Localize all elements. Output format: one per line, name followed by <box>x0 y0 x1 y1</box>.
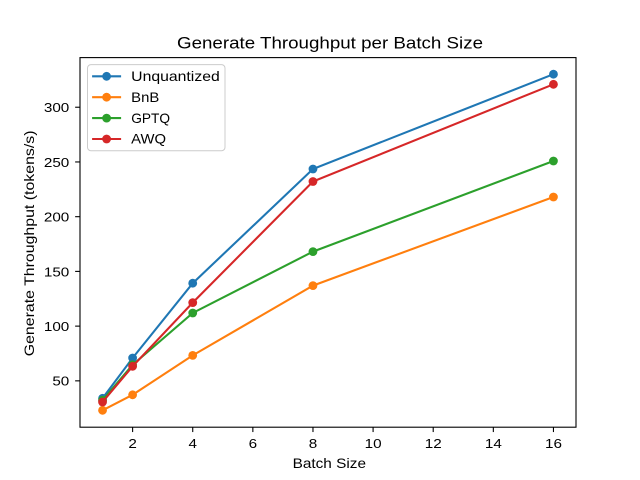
svg-text:Generate Throughput (tokens/s): Generate Throughput (tokens/s) <box>21 130 37 356</box>
svg-text:GPTQ: GPTQ <box>131 110 170 126</box>
svg-text:150: 150 <box>44 264 69 279</box>
svg-text:AWQ: AWQ <box>131 131 166 147</box>
svg-text:6: 6 <box>249 436 257 451</box>
svg-text:14: 14 <box>485 436 503 451</box>
svg-text:200: 200 <box>44 210 69 225</box>
svg-text:250: 250 <box>44 155 69 170</box>
svg-text:2: 2 <box>128 436 136 451</box>
svg-text:50: 50 <box>52 374 69 389</box>
svg-text:10: 10 <box>365 436 382 451</box>
svg-text:8: 8 <box>309 436 317 451</box>
svg-text:100: 100 <box>44 319 69 334</box>
svg-text:Batch Size: Batch Size <box>293 455 367 471</box>
svg-text:Generate Throughput per Batch: Generate Throughput per Batch Size <box>177 34 483 53</box>
svg-text:12: 12 <box>425 436 442 451</box>
svg-text:BnB: BnB <box>131 89 159 105</box>
svg-text:Unquantized: Unquantized <box>131 68 220 84</box>
svg-text:300: 300 <box>44 100 69 115</box>
svg-text:16: 16 <box>545 436 562 451</box>
svg-text:4: 4 <box>188 436 197 451</box>
